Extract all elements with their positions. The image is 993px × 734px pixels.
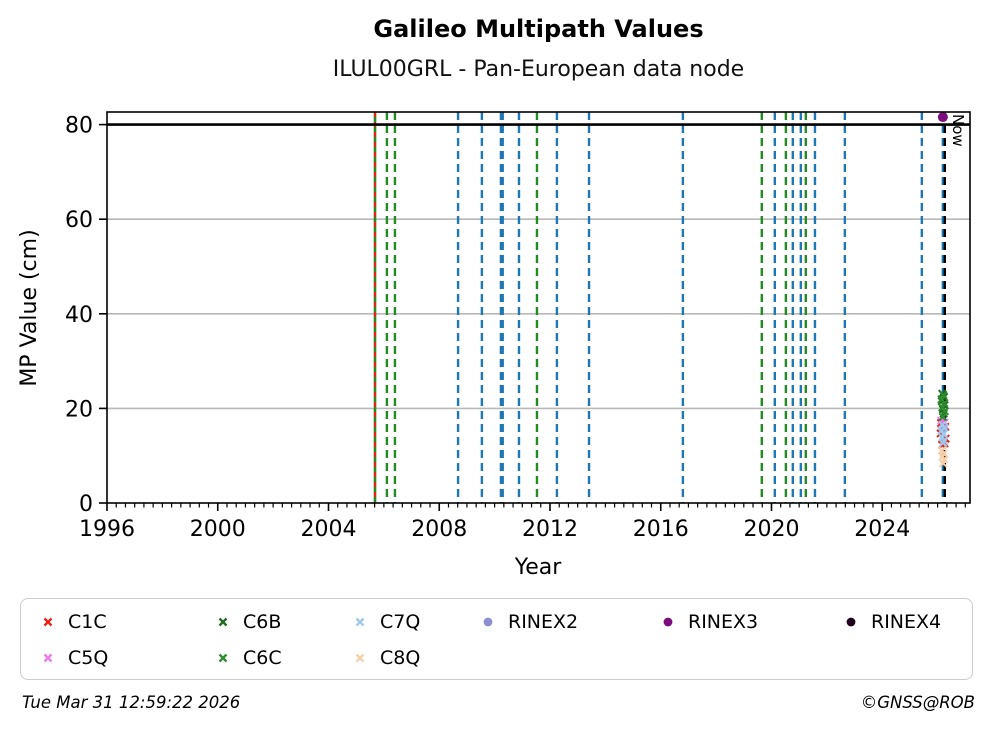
plot-frame — [106, 111, 971, 504]
legend-item-c1c: C1C — [41, 611, 216, 633]
footer-timestamp: Tue Mar 31 12:59:22 2026 — [22, 693, 241, 712]
x-tick-label: 2024 — [854, 517, 910, 542]
x-marker-icon — [355, 653, 365, 663]
legend: C1C C6B C7Q RINEX2 RINEX3 RINEX4 C5Q C6C C8Q — [20, 598, 973, 680]
data-point — [938, 412, 948, 422]
axis-ticks: 1996 2000 2004 2008 2012 2016 2020 2024 0 20 40 60 8… — [65, 114, 966, 542]
x-tick-label: 1996 — [79, 517, 135, 542]
data-points — [936, 112, 950, 468]
y-tick-label: 80 — [65, 114, 93, 139]
x-tick-label: 2012 — [522, 517, 578, 542]
legend-item-c6c: C6C — [216, 647, 353, 669]
legend-label: RINEX4 — [871, 611, 942, 633]
x-marker-icon — [218, 617, 228, 627]
x-tick-label: 2016 — [633, 517, 689, 542]
plot-frame-rect — [106, 111, 971, 504]
x-marker-icon — [355, 617, 365, 627]
chart-subtitle: ILUL00GRL - Pan-European data node — [332, 57, 745, 82]
data-point — [940, 406, 950, 416]
legend-item-rinex4: RINEX4 — [844, 611, 972, 633]
legend-label: C7Q — [380, 611, 421, 633]
data-point — [938, 458, 948, 468]
event-lines — [373, 112, 947, 503]
legend-label: C1C — [68, 611, 107, 633]
legend-item-rinex3: RINEX3 — [661, 611, 844, 633]
x-marker-icon — [43, 617, 53, 627]
y-axis-label: MP Value (cm) — [17, 229, 42, 386]
x-tick-label: 2008 — [411, 517, 467, 542]
x-marker-icon — [43, 653, 53, 663]
footer-credit: ©GNSS@ROB — [860, 693, 975, 712]
y-tick-label: 20 — [65, 397, 93, 422]
x-tick-label: 2004 — [300, 517, 356, 542]
legend-label: C6B — [243, 611, 282, 633]
legend-label: C8Q — [380, 647, 421, 669]
legend-item-rinex2: RINEX2 — [481, 611, 661, 633]
legend-label: RINEX3 — [688, 611, 759, 633]
data-point — [938, 438, 948, 448]
data-point — [939, 436, 949, 445]
now-label: Now — [949, 114, 967, 147]
y-tick-label: 40 — [65, 303, 93, 328]
x-axis-label: Year — [514, 555, 563, 580]
legend-item-c5q: C5Q — [41, 647, 216, 669]
x-tick-label: 2000 — [190, 517, 246, 542]
legend-item-c6b: C6B — [216, 611, 353, 633]
circle-marker-icon — [663, 617, 673, 627]
grid-lines — [107, 218, 970, 410]
circle-marker-icon — [483, 617, 493, 627]
legend-label: C5Q — [68, 647, 109, 669]
x-marker-icon — [218, 653, 228, 663]
plot-area: 1996 2000 2004 2008 2012 2016 2020 2024 0 20 40 60 8… — [17, 111, 971, 580]
x-tick-label: 2020 — [743, 517, 799, 542]
circle-marker-icon — [846, 617, 856, 627]
legend-item-c8q: C8Q — [353, 647, 481, 669]
y-tick-label: 0 — [79, 492, 93, 517]
data-point — [937, 112, 948, 123]
legend-label: C6C — [243, 647, 282, 669]
legend-item-c7q: C7Q — [353, 611, 481, 633]
legend-label: RINEX2 — [508, 611, 579, 633]
chart-title: Galileo Multipath Values — [373, 15, 704, 43]
y-tick-label: 60 — [65, 208, 93, 233]
